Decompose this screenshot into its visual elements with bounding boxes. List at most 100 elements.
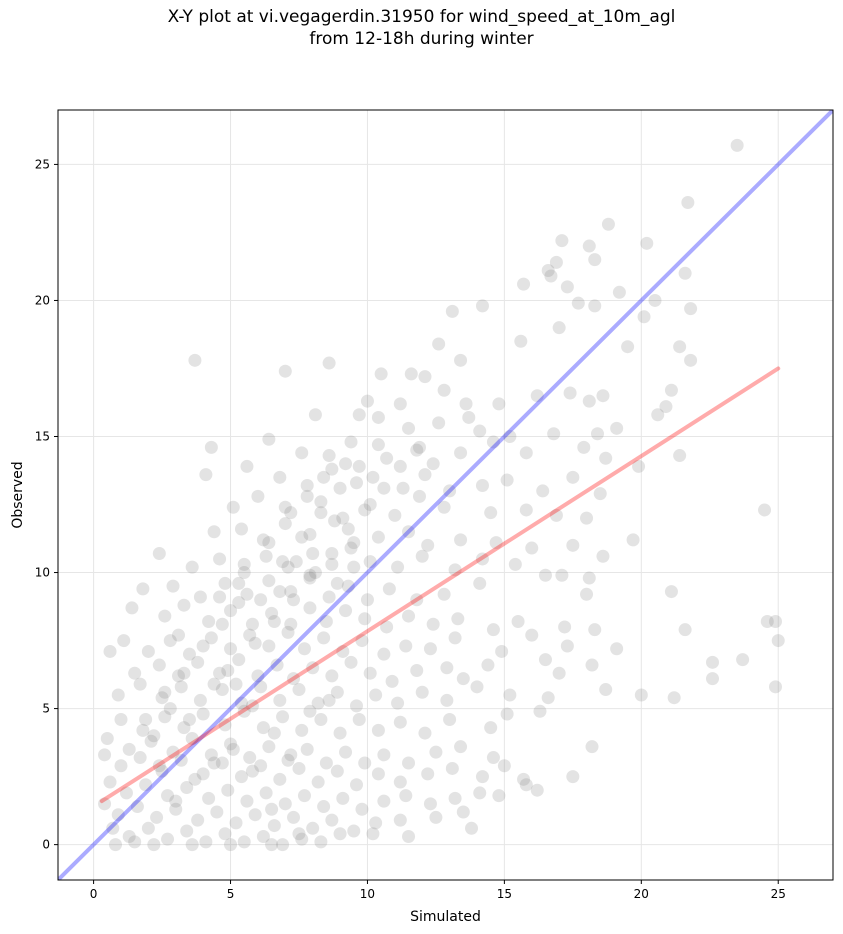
scatter-point [171, 669, 185, 683]
scatter-point [473, 424, 487, 438]
scatter-point [684, 302, 698, 316]
scatter-point [237, 704, 251, 718]
y-axis-label: Observed [10, 461, 26, 528]
scatter-point [549, 255, 563, 269]
scatter-point [448, 631, 462, 645]
scatter-point [265, 606, 279, 620]
x-axis-label: Simulated [410, 909, 481, 925]
scatter-point [259, 786, 273, 800]
scatter-point [415, 549, 429, 563]
scatter-point [226, 742, 240, 756]
scatter-point [213, 552, 227, 566]
scatter-point [119, 786, 133, 800]
scatter-point [111, 688, 125, 702]
scatter-point [213, 666, 227, 680]
scatter-point [402, 756, 416, 770]
scatter-point [391, 696, 405, 710]
scatter-point [322, 693, 336, 707]
scatter-point [590, 427, 604, 441]
scatter-point [265, 838, 279, 852]
scatter-point [128, 666, 142, 680]
scatter-point [303, 704, 317, 718]
scatter-point [188, 772, 202, 786]
scatter-point [426, 457, 440, 471]
scatter-point [371, 438, 385, 452]
scatter-point [349, 778, 363, 792]
scatter-point [319, 615, 333, 629]
scatter-point [262, 536, 276, 550]
scatter-point [465, 821, 479, 835]
scatter-point [130, 800, 144, 814]
scatter-point [273, 470, 287, 484]
scatter-point [366, 470, 380, 484]
scatter-point [588, 253, 602, 267]
scatter-point [314, 835, 328, 849]
scatter-point [314, 712, 328, 726]
scatter-point [300, 489, 314, 503]
scatter-point [525, 628, 539, 642]
scatter-point [347, 560, 361, 574]
scatter-point [667, 691, 681, 705]
scatter-point [377, 794, 391, 808]
scatter-point [224, 737, 238, 751]
scatter-point [371, 723, 385, 737]
scatter-point [344, 541, 358, 555]
scatter-point [459, 397, 473, 411]
scatter-point [552, 321, 566, 335]
scatter-point [681, 196, 695, 210]
scatter-point [273, 693, 287, 707]
scatter-point [377, 481, 391, 495]
scatter-point [196, 767, 210, 781]
scatter-point [169, 802, 183, 816]
chart-title-line-1: X-Y plot at vi.vegagerdin.31950 for wind… [167, 7, 676, 27]
scatter-point [596, 549, 610, 563]
scatter-point [429, 745, 443, 759]
scatter-point [328, 514, 342, 528]
scatter-point [497, 759, 511, 773]
scatter-point [234, 522, 248, 536]
scatter-point [276, 710, 290, 724]
scatter-point [393, 813, 407, 827]
scatter-point [558, 620, 572, 634]
x-tick-label: 20 [634, 887, 649, 901]
scatter-point [768, 680, 782, 694]
scatter-point [284, 617, 298, 631]
scatter-point [128, 835, 142, 849]
scatter-point [322, 590, 336, 604]
scatter-point [295, 530, 309, 544]
scatter-point [267, 819, 281, 833]
scatter-point [232, 595, 246, 609]
scatter-point [311, 696, 325, 710]
scatter-point [423, 797, 437, 811]
scatter-point [673, 340, 687, 354]
scatter-point [297, 789, 311, 803]
scatter-point [240, 459, 254, 473]
scatter-point [448, 791, 462, 805]
scatter-point [599, 451, 613, 465]
scatter-point [495, 644, 509, 658]
scatter-point [248, 636, 262, 650]
scatter-point [426, 617, 440, 631]
scatter-point [215, 756, 229, 770]
scatter-point [306, 821, 320, 835]
scatter-point [111, 808, 125, 822]
scatter-point [152, 658, 166, 672]
chart-title-line-2: from 12-18h during winter [309, 29, 534, 49]
scatter-point [256, 721, 270, 735]
scatter-point [347, 536, 361, 550]
scatter-point [399, 789, 413, 803]
scatter-point [486, 751, 500, 765]
scatter-point [218, 827, 232, 841]
scatter-point [224, 838, 238, 852]
scatter-point [440, 693, 454, 707]
scatter-point [292, 827, 306, 841]
scatter-point [325, 669, 339, 683]
scatter-point [185, 838, 199, 852]
scatter-point [475, 478, 489, 492]
scatter-point [377, 647, 391, 661]
x-tick-label: 10 [360, 887, 375, 901]
scatter-point [196, 707, 210, 721]
scatter-point [106, 821, 120, 835]
scatter-point [588, 299, 602, 313]
